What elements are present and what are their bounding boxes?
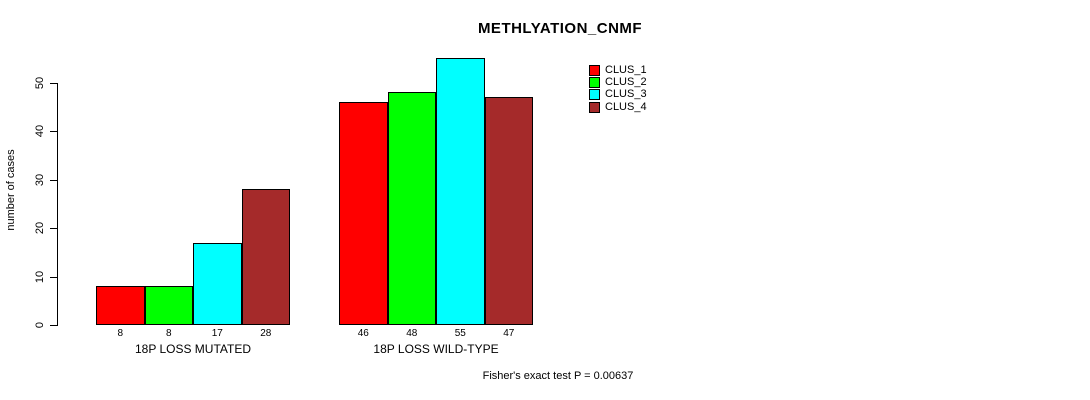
bar-value-label: 17 — [211, 328, 223, 339]
bar-clus_1-group2 — [339, 101, 388, 325]
bar-value-label: 28 — [260, 328, 272, 339]
y-axis-line — [57, 82, 58, 326]
y-axis-tick — [50, 179, 57, 181]
legend-item-clus_4: CLUS_4 — [589, 101, 647, 113]
legend: CLUS_1 CLUS_2 CLUS_3 CLUS_4 — [589, 64, 647, 113]
bar-clus_1-group1 — [96, 286, 145, 325]
y-axis-tick — [50, 276, 57, 278]
bar-value-label: 8 — [117, 328, 124, 339]
bar-value-label: 55 — [454, 328, 466, 339]
bar-clus_2-group2 — [387, 92, 436, 325]
legend-label: CLUS_2 — [605, 75, 647, 88]
bar-clus_3-group2 — [436, 58, 485, 325]
legend-swatch-icon — [589, 101, 600, 113]
legend-label: CLUS_3 — [605, 88, 647, 101]
y-tick-label: 10 — [34, 270, 46, 283]
chart-title: METHLYATION_CNMF — [477, 20, 643, 37]
bar-clus_4-group1 — [241, 189, 290, 325]
legend-swatch-icon — [589, 76, 600, 88]
bar-value-label: 46 — [357, 328, 369, 339]
y-axis-tick — [50, 82, 57, 84]
legend-label: CLUS_1 — [605, 63, 647, 76]
legend-swatch-icon — [589, 64, 600, 76]
legend-item-clus_3: CLUS_3 — [589, 89, 647, 101]
bar-value-label: 8 — [165, 328, 172, 339]
y-tick-label: 40 — [34, 124, 46, 138]
y-axis-tick — [50, 131, 57, 132]
legend-item-clus_1: CLUS_1 — [589, 64, 647, 76]
y-tick-label: 50 — [34, 76, 46, 89]
group-label: 18P LOSS WILD-TYPE — [373, 342, 499, 356]
y-axis-tick — [50, 325, 57, 326]
legend-label: CLUS_4 — [605, 100, 647, 113]
bar-clus_4-group2 — [484, 97, 533, 325]
group-label: 18P LOSS MUTATED — [134, 342, 252, 356]
y-axis-tick — [50, 228, 57, 229]
bar-clus_2-group1 — [144, 286, 193, 325]
y-tick-label: 20 — [34, 221, 46, 235]
legend-swatch-icon — [589, 89, 600, 101]
bar-value-label: 48 — [406, 328, 418, 339]
y-tick-label: 0 — [34, 321, 46, 329]
legend-item-clus_2: CLUS_2 — [589, 76, 647, 88]
bar-clus_3-group1 — [193, 242, 242, 325]
annotation-fisher-test: Fisher's exact test P = 0.00637 — [482, 370, 634, 382]
bar-value-label: 47 — [503, 328, 515, 339]
y-tick-label: 30 — [34, 173, 46, 186]
y-axis-label: number of cases — [5, 149, 17, 231]
